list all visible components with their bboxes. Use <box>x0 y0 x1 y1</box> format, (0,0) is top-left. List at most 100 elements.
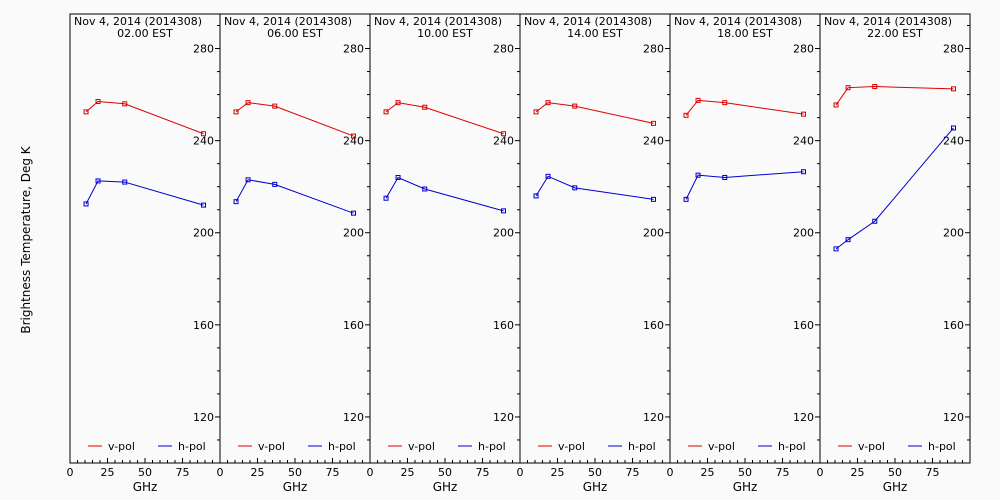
data-point-h-pol <box>501 208 506 214</box>
legend-label-h-pol: h-pol <box>328 440 356 453</box>
series-line-h-pol <box>85 180 204 206</box>
series-line-h-pol <box>535 175 654 200</box>
y-tick-label: 160 <box>193 319 214 332</box>
data-point-v-pol <box>83 109 89 115</box>
data-point-h-pol <box>951 125 956 131</box>
y-tick-label: 200 <box>193 227 214 240</box>
data-point-h-pol <box>722 174 728 180</box>
data-point-h-pol <box>872 218 878 224</box>
data-point-v-pol <box>572 103 578 109</box>
series-line-v-pol <box>835 86 954 106</box>
data-point-v-pol <box>245 100 251 106</box>
data-point-v-pol <box>872 84 878 90</box>
data-point-v-pol <box>533 109 539 115</box>
x-tick-label: 75 <box>326 466 340 479</box>
legend-label-h-pol: h-pol <box>628 440 656 453</box>
data-point-v-pol <box>951 86 956 92</box>
x-tick-label: 75 <box>476 466 490 479</box>
x-tick-label: 25 <box>101 466 115 479</box>
data-point-h-pol <box>83 201 89 207</box>
y-tick-label: 160 <box>793 319 814 332</box>
data-point-h-pol <box>801 169 806 175</box>
y-tick-label: 280 <box>193 43 214 56</box>
panel-time-title: 06.00 EST <box>267 27 323 40</box>
panel-date-title: Nov 4, 2014 (2014308) <box>824 15 952 28</box>
data-point-h-pol <box>245 177 251 183</box>
x-tick-label: 0 <box>517 466 524 479</box>
panel-time-title: 14.00 EST <box>567 27 623 40</box>
x-tick-label: 75 <box>626 466 640 479</box>
y-tick-label: 240 <box>943 135 964 148</box>
y-tick-label: 160 <box>643 319 664 332</box>
legend-label-v-pol: v-pol <box>858 440 885 453</box>
chart-panels: Nov 4, 2014 (2014308)02.00 EST1201602002… <box>67 13 971 494</box>
data-point-v-pol <box>201 131 206 137</box>
data-point-h-pol <box>695 172 701 178</box>
legend-label-v-pol: v-pol <box>108 440 135 453</box>
y-tick-label: 240 <box>193 135 214 148</box>
y-tick-label: 120 <box>193 411 214 424</box>
y-tick-label: 160 <box>343 319 364 332</box>
x-tick-label: 0 <box>217 466 224 479</box>
panel-date-title: Nov 4, 2014 (2014308) <box>674 15 802 28</box>
series-line-v-pol <box>235 102 354 137</box>
data-point-h-pol <box>845 237 851 243</box>
x-tick-label: 50 <box>138 466 152 479</box>
data-point-v-pol <box>801 111 806 117</box>
y-tick-label: 240 <box>793 135 814 148</box>
legend-label-v-pol: v-pol <box>408 440 435 453</box>
panel-2: Nov 4, 2014 (2014308)06.00 EST 120 160 200 2… <box>217 13 371 494</box>
x-tick-label: 50 <box>738 466 752 479</box>
data-point-h-pol <box>351 210 356 216</box>
y-tick-label: 120 <box>493 411 514 424</box>
data-point-v-pol <box>651 120 656 126</box>
legend-label-h-pol: h-pol <box>178 440 206 453</box>
data-point-h-pol <box>683 196 689 202</box>
data-point-h-pol <box>201 202 206 208</box>
x-tick-label: 25 <box>851 466 865 479</box>
x-tick-label: 50 <box>438 466 452 479</box>
y-tick-label: 200 <box>493 227 514 240</box>
y-tick-label: 200 <box>643 227 664 240</box>
data-point-h-pol <box>272 181 278 187</box>
series-line-v-pol <box>685 99 804 116</box>
x-tick-label: 25 <box>401 466 415 479</box>
y-axis-label: Brightness Temperature, Deg K <box>19 145 33 333</box>
y-tick-label: 160 <box>493 319 514 332</box>
data-point-h-pol <box>422 186 428 192</box>
data-point-v-pol <box>395 100 401 106</box>
panel-4: Nov 4, 2014 (2014308)14.00 EST 120 160 200 2… <box>517 13 671 494</box>
data-point-v-pol <box>722 100 728 106</box>
y-tick-label: 280 <box>643 43 664 56</box>
data-point-v-pol <box>695 97 701 103</box>
data-point-v-pol <box>233 109 239 115</box>
data-point-h-pol <box>545 173 551 179</box>
panel-6: Nov 4, 2014 (2014308)22.00 EST 120 160 200 2… <box>817 13 971 494</box>
series-line-h-pol <box>685 171 804 200</box>
y-tick-label: 240 <box>343 135 364 148</box>
panel-5: Nov 4, 2014 (2014308)18.00 EST 120 160 200 2… <box>667 13 821 494</box>
series-line-v-pol <box>535 102 654 124</box>
legend-label-h-pol: h-pol <box>778 440 806 453</box>
series-line-h-pol <box>385 176 504 212</box>
x-axis-label: GHz <box>433 480 458 494</box>
x-tick-label: 0 <box>817 466 824 479</box>
panel-time-title: 18.00 EST <box>717 27 773 40</box>
panel-date-title: Nov 4, 2014 (2014308) <box>224 15 352 28</box>
x-tick-label: 75 <box>176 466 190 479</box>
x-axis-label: GHz <box>283 480 308 494</box>
series-line-h-pol <box>835 127 954 250</box>
data-point-v-pol <box>95 98 101 104</box>
x-tick-label: 25 <box>701 466 715 479</box>
data-point-v-pol <box>501 131 506 137</box>
data-point-v-pol <box>272 103 278 109</box>
legend-label-v-pol: v-pol <box>258 440 285 453</box>
panel-time-title: 22.00 EST <box>867 27 923 40</box>
y-tick-label: 280 <box>943 43 964 56</box>
x-axis-label: GHz <box>583 480 608 494</box>
series-line-h-pol <box>235 179 354 214</box>
data-point-v-pol <box>351 133 356 139</box>
legend-label-h-pol: h-pol <box>928 440 956 453</box>
data-point-h-pol <box>95 178 101 184</box>
